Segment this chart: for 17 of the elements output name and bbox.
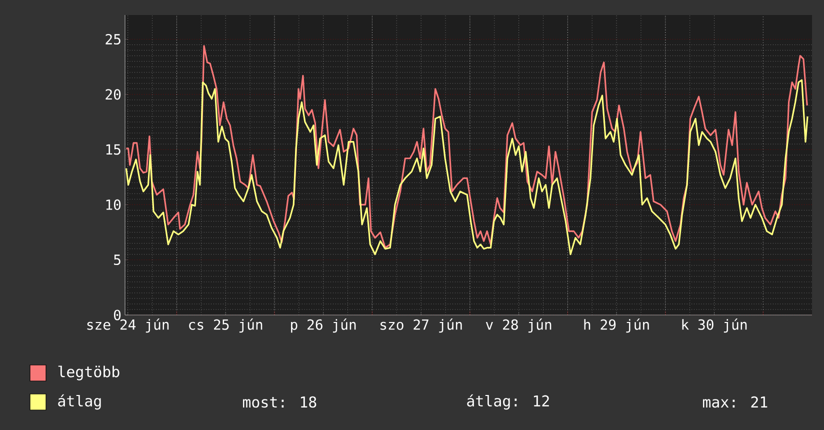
x-tick-label: p 26 jún — [291, 318, 356, 333]
x-tick-label: szo 27 jún — [380, 318, 462, 333]
x-tick-label: h 29 jún — [584, 318, 649, 333]
legend-label: legtöbb — [58, 366, 120, 380]
y-tick-label: 20 — [106, 89, 121, 100]
text: most: 18 — [243, 396, 316, 408]
y-tick-label: 0 — [114, 310, 121, 320]
y-tick-label: 5 — [114, 254, 120, 266]
x-tick-label: k 30 jún — [682, 318, 747, 333]
x-tick-label: cs 25 jún — [189, 318, 262, 333]
y-tick-label: 15 — [106, 144, 120, 155]
text: átlag: 12 — [467, 394, 549, 410]
y-tick-label: 10 — [106, 199, 121, 210]
legend-label: átlag — [58, 394, 101, 410]
x-tick-label: v 28 jún — [486, 318, 552, 333]
text: max: 21 — [703, 396, 768, 408]
y-tick-label: 25 — [106, 34, 120, 45]
